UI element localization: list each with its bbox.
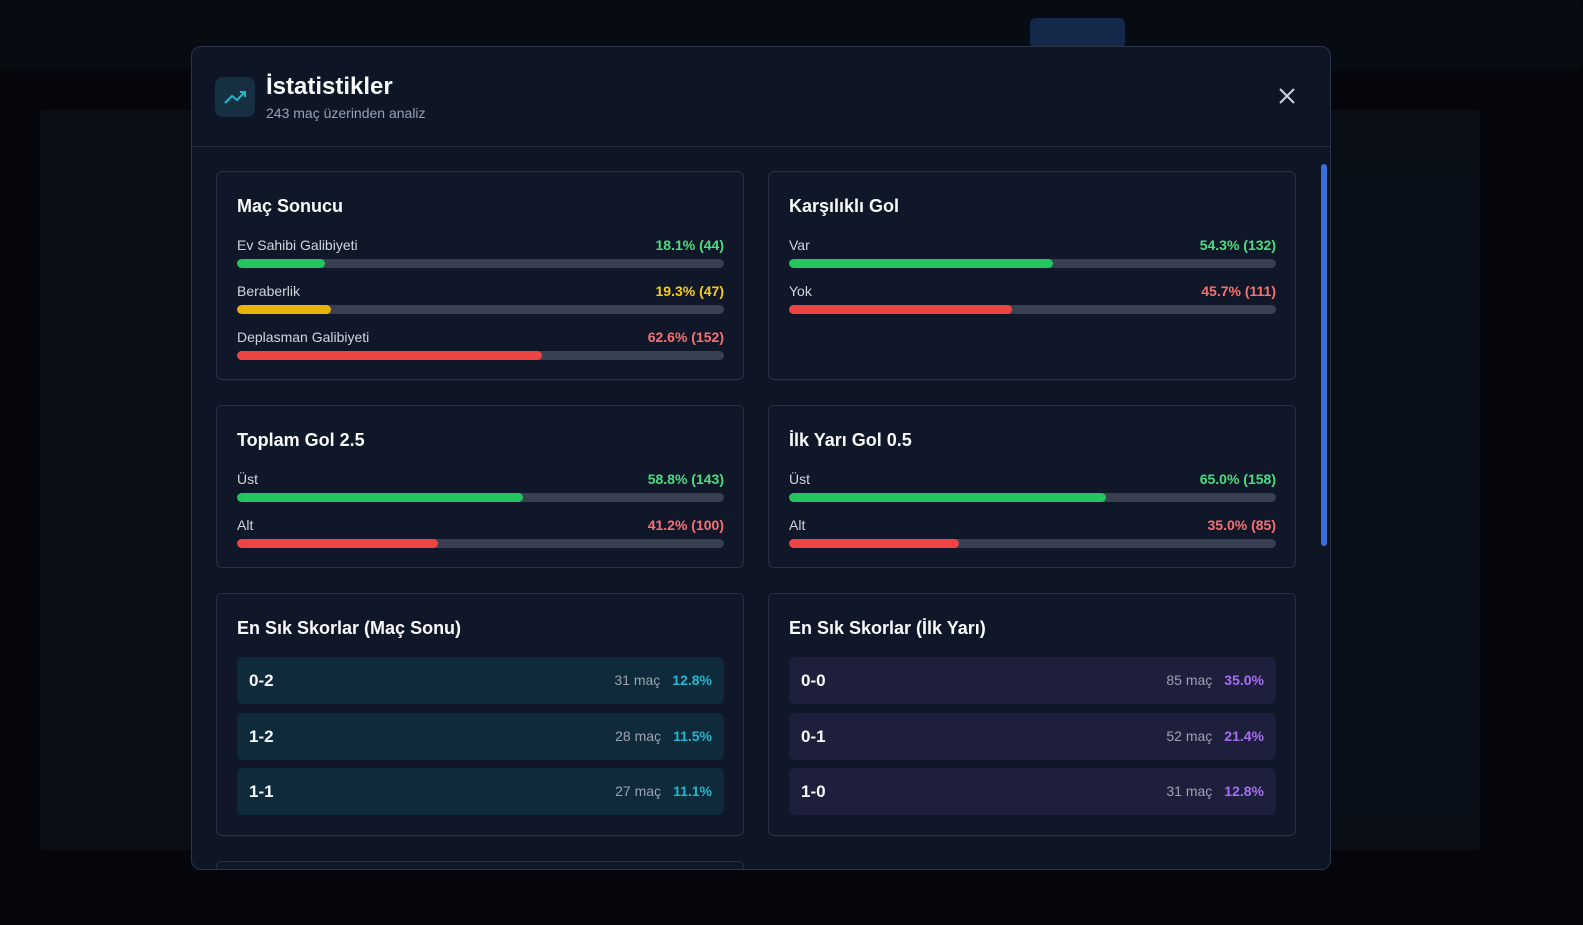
score-stats: 27 maç 11.1%: [615, 783, 712, 799]
stat-value: 62.6% (152): [647, 329, 724, 345]
match-count: 27 maç: [615, 783, 662, 799]
progress-track: [789, 539, 1276, 548]
modal-header: İstatistikler 243 maç üzerinden analiz: [192, 47, 1330, 147]
stat-value: 18.1% (44): [655, 237, 724, 253]
match-count: 31 maç: [614, 672, 661, 688]
panel-title: En Sık Skorlar (İlk Yarı): [789, 618, 986, 638]
stat-label: Ev Sahibi Galibiyeti: [237, 237, 358, 253]
score-row: 1-1 27 maç 11.1%: [237, 768, 724, 815]
panel: İlk Yarı Gol 0.5 Üst 65.0% (158) Alt 35.0% (…: [768, 405, 1296, 568]
header-icon: [215, 77, 255, 117]
score-stats: 31 maç 12.8%: [1166, 783, 1264, 799]
panel: En Sık Skorlar (Maç Sonu) 0-2 31 maç 12.8% 1…: [216, 593, 744, 836]
panel-title: Maç Sonucu: [237, 196, 344, 216]
panel-title: En Sık Skorlar (Maç Sonu): [237, 618, 462, 638]
scrollbar[interactable]: [1321, 164, 1327, 546]
stat-value: 65.0% (158): [1199, 471, 1276, 487]
progress-fill: [237, 259, 326, 268]
score: 1-0: [801, 782, 826, 801]
progress-track: [237, 539, 724, 548]
score-row: 1-2 28 maç 11.5%: [237, 712, 724, 760]
stat-label: Üst: [789, 471, 810, 487]
stat-value: 45.7% (111): [1201, 283, 1276, 299]
close-button[interactable]: [1278, 87, 1296, 105]
modal-title: İstatistikler: [266, 73, 393, 100]
progress-track: [789, 493, 1276, 502]
progress-fill: [789, 305, 1012, 314]
score: 0-2: [249, 671, 274, 690]
panel-title: Toplam Gol 2.5: [237, 430, 365, 450]
score-stats: 28 maç 11.5%: [615, 728, 712, 744]
score: 1-1: [249, 782, 274, 801]
score-row: 0-1 52 maç 21.4%: [789, 712, 1276, 760]
panel: Toplam Gol 2.5 Üst 58.8% (143) Alt 41.2% (10…: [216, 405, 744, 568]
score: 0-0: [801, 671, 826, 690]
match-count: 28 maç: [615, 727, 662, 744]
progress-track: [789, 259, 1276, 268]
stat-label: Alt: [789, 517, 806, 533]
panel: Karşılıklı Gol Var 54.3% (132) Yok 45.7% (11…: [768, 171, 1296, 380]
score-stats: 31 maç 12.8%: [614, 672, 712, 688]
panel: En Sık Skorlar (İlk Yarı) 0-0 85 maç 35.0% 0…: [768, 593, 1296, 836]
progress-fill: [237, 539, 438, 548]
progress-fill: [789, 259, 1054, 268]
progress-fill: [237, 493, 524, 502]
progress-fill: [789, 493, 1106, 502]
progress-fill: [237, 351, 542, 360]
match-count: 85 maç: [1166, 672, 1213, 688]
score: 1-2: [249, 726, 274, 746]
progress-fill: [237, 305, 331, 314]
stat-label: Alt: [237, 517, 254, 533]
progress-track: [237, 259, 724, 268]
score-share: 11.1%: [673, 783, 712, 799]
match-count: 31 maç: [1166, 783, 1213, 799]
score-row: 0-0 85 maç 35.0%: [789, 657, 1276, 704]
modal-subtitle: 243 maç üzerinden analiz: [266, 105, 426, 121]
progress-track: [237, 351, 724, 360]
stat-value: 35.0% (85): [1207, 517, 1276, 533]
progress-fill: [789, 539, 960, 548]
score-row: 0-2 31 maç 12.8%: [237, 657, 724, 704]
score-share: 12.8%: [672, 672, 712, 688]
score-stats: 52 maç 21.4%: [1166, 728, 1264, 744]
stat-value: 19.3% (47): [655, 283, 724, 299]
progress-track: [237, 305, 724, 314]
score-share: 11.5%: [673, 727, 712, 744]
stat-value: 41.2% (100): [647, 517, 724, 533]
score-stats: 85 maç 35.0%: [1166, 672, 1264, 688]
stat-label: Var: [789, 237, 810, 253]
stat-value: 54.3% (132): [1199, 237, 1276, 253]
stat-label: Beraberlik: [237, 283, 301, 299]
panel: Maç Sonucu Ev Sahibi Galibiyeti 18.1% (44)…: [216, 171, 744, 380]
score-share: 21.4%: [1224, 727, 1264, 744]
progress-track: [789, 305, 1276, 314]
match-count: 52 maç: [1166, 727, 1213, 744]
stat-label: Üst: [237, 471, 258, 487]
score: 0-1: [801, 726, 826, 746]
stat-label: Deplasman Galibiyeti: [237, 329, 370, 345]
score-share: 12.8%: [1224, 783, 1264, 799]
trend-icon: [224, 91, 246, 104]
stats-modal: İstatistikler 243 maç üzerinden analiz M…: [191, 46, 1331, 870]
panel: [216, 861, 744, 869]
score-share: 35.0%: [1224, 672, 1264, 688]
stat-value: 58.8% (143): [647, 471, 724, 487]
progress-track: [237, 493, 724, 502]
score-row: 1-0 31 maç 12.8%: [789, 768, 1276, 815]
panel-title: Karşılıklı Gol: [789, 196, 900, 216]
panel-title: İlk Yarı Gol 0.5: [789, 430, 912, 450]
stat-label: Yok: [789, 283, 812, 299]
